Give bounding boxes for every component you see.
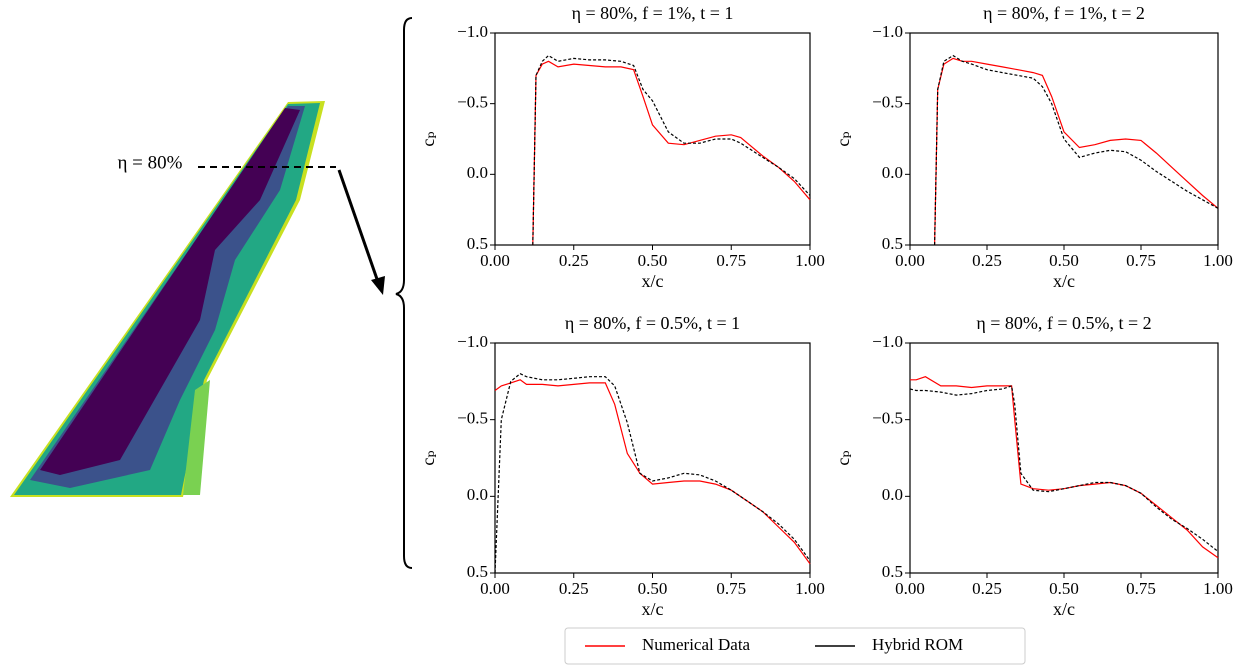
y-tick-label: −1.0 <box>457 332 488 351</box>
x-tick-label: 0.50 <box>638 251 668 270</box>
y-tick-label: −1.0 <box>872 22 903 41</box>
x-tick-label: 1.00 <box>1203 579 1233 598</box>
y-tick-label: 0.5 <box>467 234 488 253</box>
y-axis-label: cₚ <box>418 131 438 146</box>
y-tick-label: 0.0 <box>882 485 903 504</box>
legend-label: Hybrid ROM <box>872 635 963 654</box>
x-tick-label: 0.75 <box>716 251 746 270</box>
y-tick-label: −1.0 <box>457 22 488 41</box>
legend-label: Numerical Data <box>642 635 751 654</box>
x-tick-label: 0.25 <box>972 251 1002 270</box>
y-axis-label: cₚ <box>418 450 438 465</box>
chart-title: η = 80%, f = 0.5%, t = 1 <box>565 313 740 333</box>
x-tick-label: 0.00 <box>480 251 510 270</box>
x-tick-label: 0.25 <box>972 579 1002 598</box>
x-tick-label: 0.50 <box>1049 251 1079 270</box>
arrow-head <box>371 276 385 295</box>
y-tick-label: −0.5 <box>872 409 903 428</box>
plot-area <box>495 343 810 573</box>
y-tick-label: 0.5 <box>467 562 488 581</box>
y-tick-label: 0.0 <box>882 163 903 182</box>
data-line <box>910 377 1218 558</box>
section-label: η = 80% <box>118 152 183 173</box>
y-tick-label: −1.0 <box>872 332 903 351</box>
plot-area <box>910 33 1218 245</box>
plot-area <box>910 343 1218 573</box>
y-tick-label: 0.5 <box>882 562 903 581</box>
y-axis-label: cₚ <box>833 450 853 465</box>
x-tick-label: 1.00 <box>1203 251 1233 270</box>
y-tick-label: −0.5 <box>872 93 903 112</box>
x-tick-label: 0.75 <box>716 579 746 598</box>
data-line <box>533 56 810 245</box>
x-axis-label: x/c <box>642 599 664 619</box>
x-axis-label: x/c <box>1053 599 1075 619</box>
x-tick-label: 0.00 <box>480 579 510 598</box>
x-tick-label: 0.50 <box>1049 579 1079 598</box>
x-tick-label: 0.25 <box>559 251 589 270</box>
y-tick-label: 0.0 <box>467 485 488 504</box>
y-tick-label: −0.5 <box>457 93 488 112</box>
y-tick-label: −0.5 <box>457 409 488 428</box>
chart-title: η = 80%, f = 1%, t = 1 <box>572 3 734 23</box>
chart-title: η = 80%, f = 0.5%, t = 2 <box>976 313 1151 333</box>
data-line <box>533 61 810 245</box>
y-tick-label: 0.0 <box>467 163 488 182</box>
x-tick-label: 0.75 <box>1126 251 1156 270</box>
x-tick-label: 0.00 <box>895 251 925 270</box>
chart-title: η = 80%, f = 1%, t = 2 <box>983 3 1145 23</box>
x-axis-label: x/c <box>642 271 664 291</box>
x-tick-label: 1.00 <box>795 579 825 598</box>
x-tick-label: 0.50 <box>638 579 668 598</box>
x-tick-label: 0.00 <box>895 579 925 598</box>
data-line <box>935 56 1218 245</box>
brace <box>396 18 412 568</box>
x-tick-label: 1.00 <box>795 251 825 270</box>
data-line <box>495 380 810 564</box>
arrow <box>339 170 378 282</box>
x-axis-label: x/c <box>1053 271 1075 291</box>
x-tick-label: 0.75 <box>1126 579 1156 598</box>
data-line <box>910 386 1218 552</box>
y-axis-label: cₚ <box>833 131 853 146</box>
data-line <box>935 58 1218 245</box>
figure: η = 80% 0.000.250.500.751.00−1.0−0.50.00… <box>0 0 1248 666</box>
data-line <box>495 374 810 573</box>
y-tick-label: 0.5 <box>882 234 903 253</box>
x-tick-label: 0.25 <box>559 579 589 598</box>
